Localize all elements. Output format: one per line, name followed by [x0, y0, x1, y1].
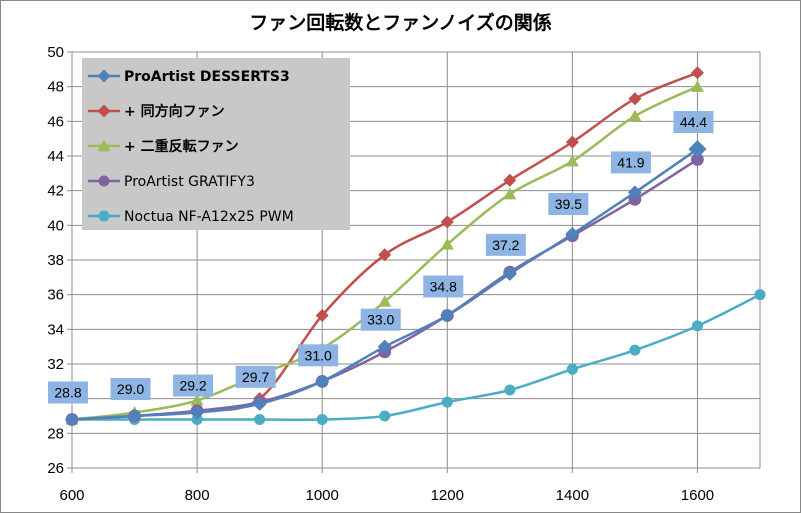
- data-point: [378, 248, 392, 262]
- legend-marker: [97, 104, 111, 118]
- legend-box: [82, 58, 350, 230]
- x-tick-label: 800: [185, 487, 210, 504]
- y-tick-label: 36: [47, 287, 64, 304]
- x-tick-label: 1400: [556, 487, 589, 504]
- legend-label: ProArtist GRATIFY3: [124, 174, 255, 190]
- legend-marker: [98, 175, 110, 187]
- x-tick-label: 1200: [431, 487, 464, 504]
- data-point: [629, 344, 641, 356]
- data-label-box: [548, 193, 589, 215]
- data-point: [316, 413, 328, 425]
- data-point: [378, 295, 392, 307]
- data-point: [627, 185, 642, 200]
- data-label-box: [610, 151, 651, 174]
- data-point: [503, 187, 517, 200]
- legend-marker: [97, 139, 111, 152]
- x-tick-label: 1600: [681, 487, 714, 504]
- y-tick-label: 32: [47, 356, 64, 373]
- data-label: 31.0: [305, 347, 332, 363]
- y-tick-label: 44: [47, 148, 64, 165]
- data-label: 39.5: [555, 196, 582, 212]
- data-point: [688, 140, 707, 159]
- data-point: [565, 135, 579, 149]
- chart-title: ファン回転数とファンノイズの関係: [249, 12, 552, 34]
- data-point: [441, 396, 453, 408]
- data-point: [565, 154, 579, 167]
- data-label: 34.8: [430, 278, 457, 294]
- data-point: [691, 153, 704, 166]
- y-tick-label: 40: [47, 217, 64, 234]
- data-label: 29.2: [179, 378, 206, 394]
- data-point: [502, 266, 517, 281]
- x-tick-label: 600: [59, 487, 84, 504]
- x-tick-label: 1000: [305, 487, 338, 504]
- data-label: 33.0: [367, 312, 394, 328]
- data-point: [315, 374, 330, 389]
- data-point: [754, 289, 766, 301]
- legend-marker: [98, 210, 110, 222]
- data-point: [504, 384, 516, 396]
- data-point: [503, 173, 517, 187]
- y-tick-label: 28: [47, 425, 64, 442]
- legend-label: ProArtist DESSERTS3: [124, 69, 290, 85]
- y-tick-label: 50: [47, 44, 64, 61]
- data-label: 44.4: [680, 114, 707, 130]
- data-label-box: [360, 308, 401, 331]
- data-label: 29.0: [117, 381, 144, 397]
- data-point: [690, 66, 704, 80]
- data-point: [565, 227, 580, 241]
- data-label-box: [235, 365, 276, 388]
- y-tick-label: 42: [47, 183, 64, 200]
- data-point: [127, 409, 142, 423]
- legend-label: Noctua NF-A12x25 PWM: [124, 209, 294, 225]
- data-label: 37.2: [492, 237, 519, 253]
- data-point: [440, 308, 455, 323]
- data-point: [315, 308, 329, 322]
- legend-marker: [97, 69, 111, 83]
- data-point: [628, 109, 642, 122]
- data-label-box: [298, 344, 339, 367]
- data-label-box: [110, 378, 151, 400]
- y-tick-label: 26: [47, 460, 64, 477]
- data-point: [440, 215, 454, 229]
- legend-label: + 同方向ファン: [124, 103, 225, 120]
- data-point: [379, 410, 391, 422]
- data-point: [440, 237, 454, 250]
- data-label-box: [485, 233, 526, 256]
- series-line: [71, 85, 698, 421]
- data-label-box: [173, 374, 214, 397]
- data-label: 29.7: [242, 369, 269, 385]
- data-point: [252, 396, 267, 411]
- data-point: [190, 405, 205, 420]
- data-label-box: [673, 111, 714, 134]
- data-label-box: [48, 381, 88, 404]
- data-point: [377, 339, 392, 354]
- y-tick-label: 34: [47, 321, 64, 338]
- data-point: [628, 92, 642, 106]
- y-tick-label: 38: [47, 252, 64, 269]
- legend-label: + 二重反転ファン: [124, 138, 239, 155]
- data-label-box: [423, 275, 464, 298]
- data-point: [690, 80, 704, 92]
- y-tick-label: 48: [47, 79, 64, 96]
- data-point: [65, 412, 79, 427]
- data-point: [190, 393, 204, 406]
- data-label: 28.8: [54, 384, 81, 400]
- data-label: 41.9: [617, 154, 644, 170]
- data-point: [566, 363, 578, 375]
- data-point: [691, 320, 703, 332]
- y-tick-label: 46: [47, 113, 64, 130]
- data-point: [254, 413, 266, 425]
